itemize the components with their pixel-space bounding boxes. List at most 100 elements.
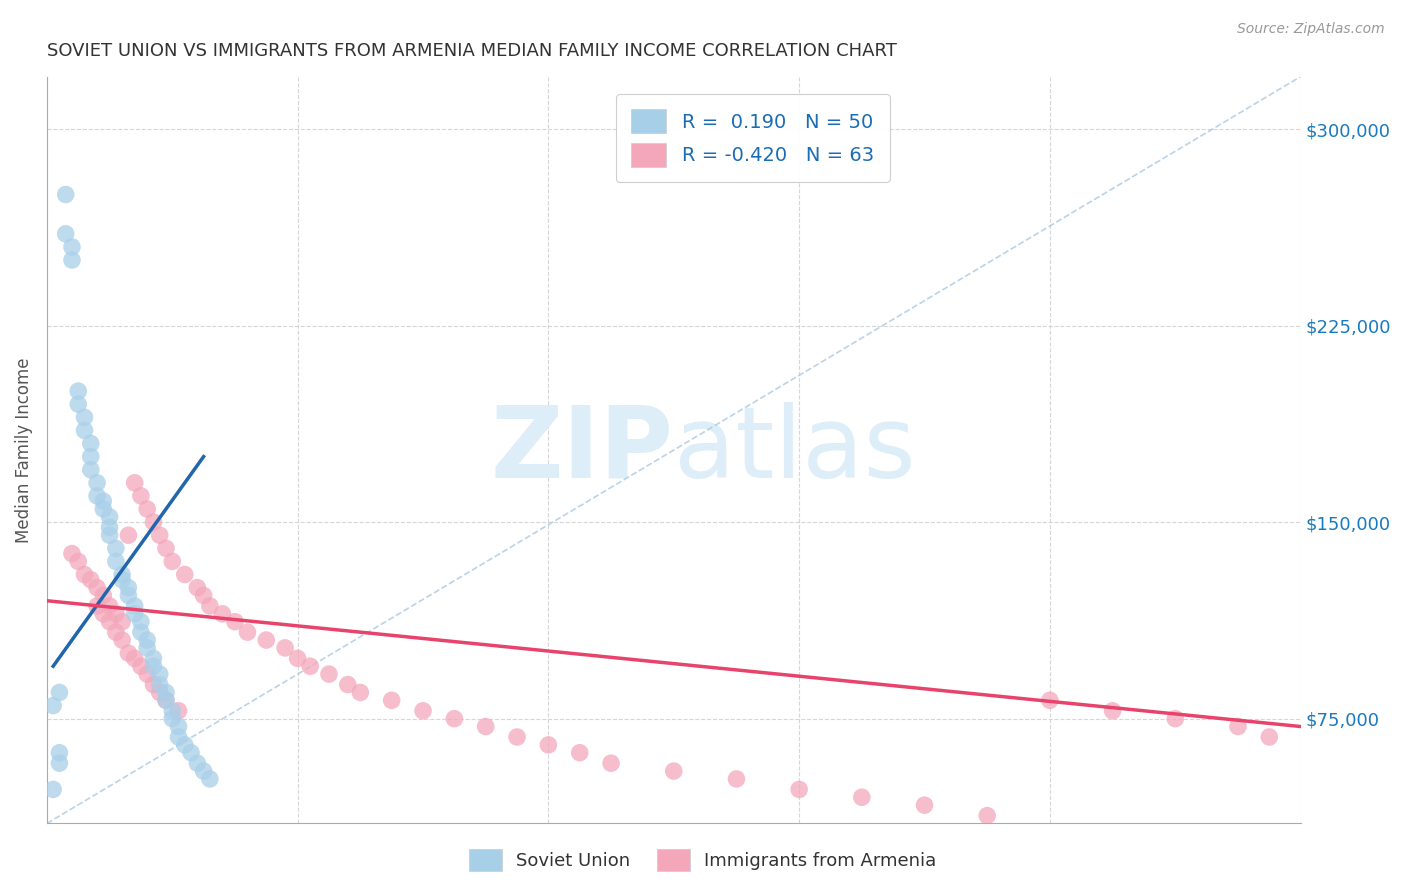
Point <box>104 554 127 568</box>
Point <box>336 677 359 691</box>
Point <box>162 554 184 568</box>
Point <box>129 615 152 629</box>
Point <box>180 746 202 760</box>
Point <box>193 764 215 778</box>
Point <box>98 509 121 524</box>
Point <box>600 756 623 771</box>
Point <box>91 607 114 621</box>
Point <box>914 798 936 813</box>
Point <box>73 423 96 437</box>
Point <box>162 704 184 718</box>
Point <box>506 730 529 744</box>
Point <box>725 772 748 786</box>
Point <box>136 667 159 681</box>
Point <box>80 573 103 587</box>
Point <box>111 567 134 582</box>
Point <box>136 633 159 648</box>
Point <box>67 397 90 411</box>
Point <box>1258 730 1281 744</box>
Point <box>537 738 560 752</box>
Point <box>1164 712 1187 726</box>
Point <box>568 746 591 760</box>
Point <box>1039 693 1062 707</box>
Point <box>155 693 177 707</box>
Text: atlas: atlas <box>673 401 915 499</box>
Point <box>224 615 246 629</box>
Point <box>117 589 139 603</box>
Point <box>86 599 108 613</box>
Legend: R =  0.190   N = 50, R = -0.420   N = 63: R = 0.190 N = 50, R = -0.420 N = 63 <box>616 94 890 182</box>
Text: ZIP: ZIP <box>491 401 673 499</box>
Point <box>42 698 65 713</box>
Point <box>124 475 146 490</box>
Point <box>318 667 340 681</box>
Point <box>98 528 121 542</box>
Point <box>91 589 114 603</box>
Point <box>198 772 221 786</box>
Point <box>42 782 65 797</box>
Point <box>48 746 70 760</box>
Point <box>60 240 83 254</box>
Point <box>155 541 177 556</box>
Point <box>104 541 127 556</box>
Point <box>299 659 322 673</box>
Point <box>155 693 177 707</box>
Point <box>91 502 114 516</box>
Point <box>254 633 277 648</box>
Point <box>73 410 96 425</box>
Point <box>80 463 103 477</box>
Point <box>381 693 404 707</box>
Point <box>149 677 172 691</box>
Point <box>193 589 215 603</box>
Point <box>117 528 139 542</box>
Point <box>851 790 873 805</box>
Point <box>198 599 221 613</box>
Point <box>124 607 146 621</box>
Point <box>142 515 165 529</box>
Point <box>48 756 70 771</box>
Point <box>287 651 309 665</box>
Point <box>162 712 184 726</box>
Point <box>1226 719 1249 733</box>
Point <box>80 436 103 450</box>
Point <box>167 719 190 733</box>
Point <box>186 756 208 771</box>
Point <box>117 581 139 595</box>
Point <box>474 719 496 733</box>
Point <box>173 567 195 582</box>
Point <box>111 615 134 629</box>
Point <box>124 599 146 613</box>
Point <box>117 646 139 660</box>
Point <box>129 625 152 640</box>
Point <box>787 782 810 797</box>
Point <box>86 489 108 503</box>
Point <box>155 685 177 699</box>
Point <box>129 489 152 503</box>
Point <box>149 528 172 542</box>
Point <box>67 384 90 398</box>
Point <box>136 640 159 655</box>
Point <box>98 599 121 613</box>
Point <box>142 677 165 691</box>
Point <box>142 659 165 673</box>
Point <box>98 520 121 534</box>
Point <box>86 475 108 490</box>
Point <box>67 554 90 568</box>
Point <box>124 651 146 665</box>
Point <box>73 567 96 582</box>
Point <box>111 573 134 587</box>
Point <box>91 494 114 508</box>
Point <box>976 808 998 822</box>
Y-axis label: Median Family Income: Median Family Income <box>15 358 32 543</box>
Point <box>104 607 127 621</box>
Point <box>80 450 103 464</box>
Point <box>104 625 127 640</box>
Point <box>55 227 77 241</box>
Point <box>142 651 165 665</box>
Point <box>1101 704 1123 718</box>
Point <box>129 659 152 673</box>
Legend: Soviet Union, Immigrants from Armenia: Soviet Union, Immigrants from Armenia <box>463 842 943 879</box>
Point <box>167 704 190 718</box>
Point <box>236 625 259 640</box>
Point <box>60 253 83 268</box>
